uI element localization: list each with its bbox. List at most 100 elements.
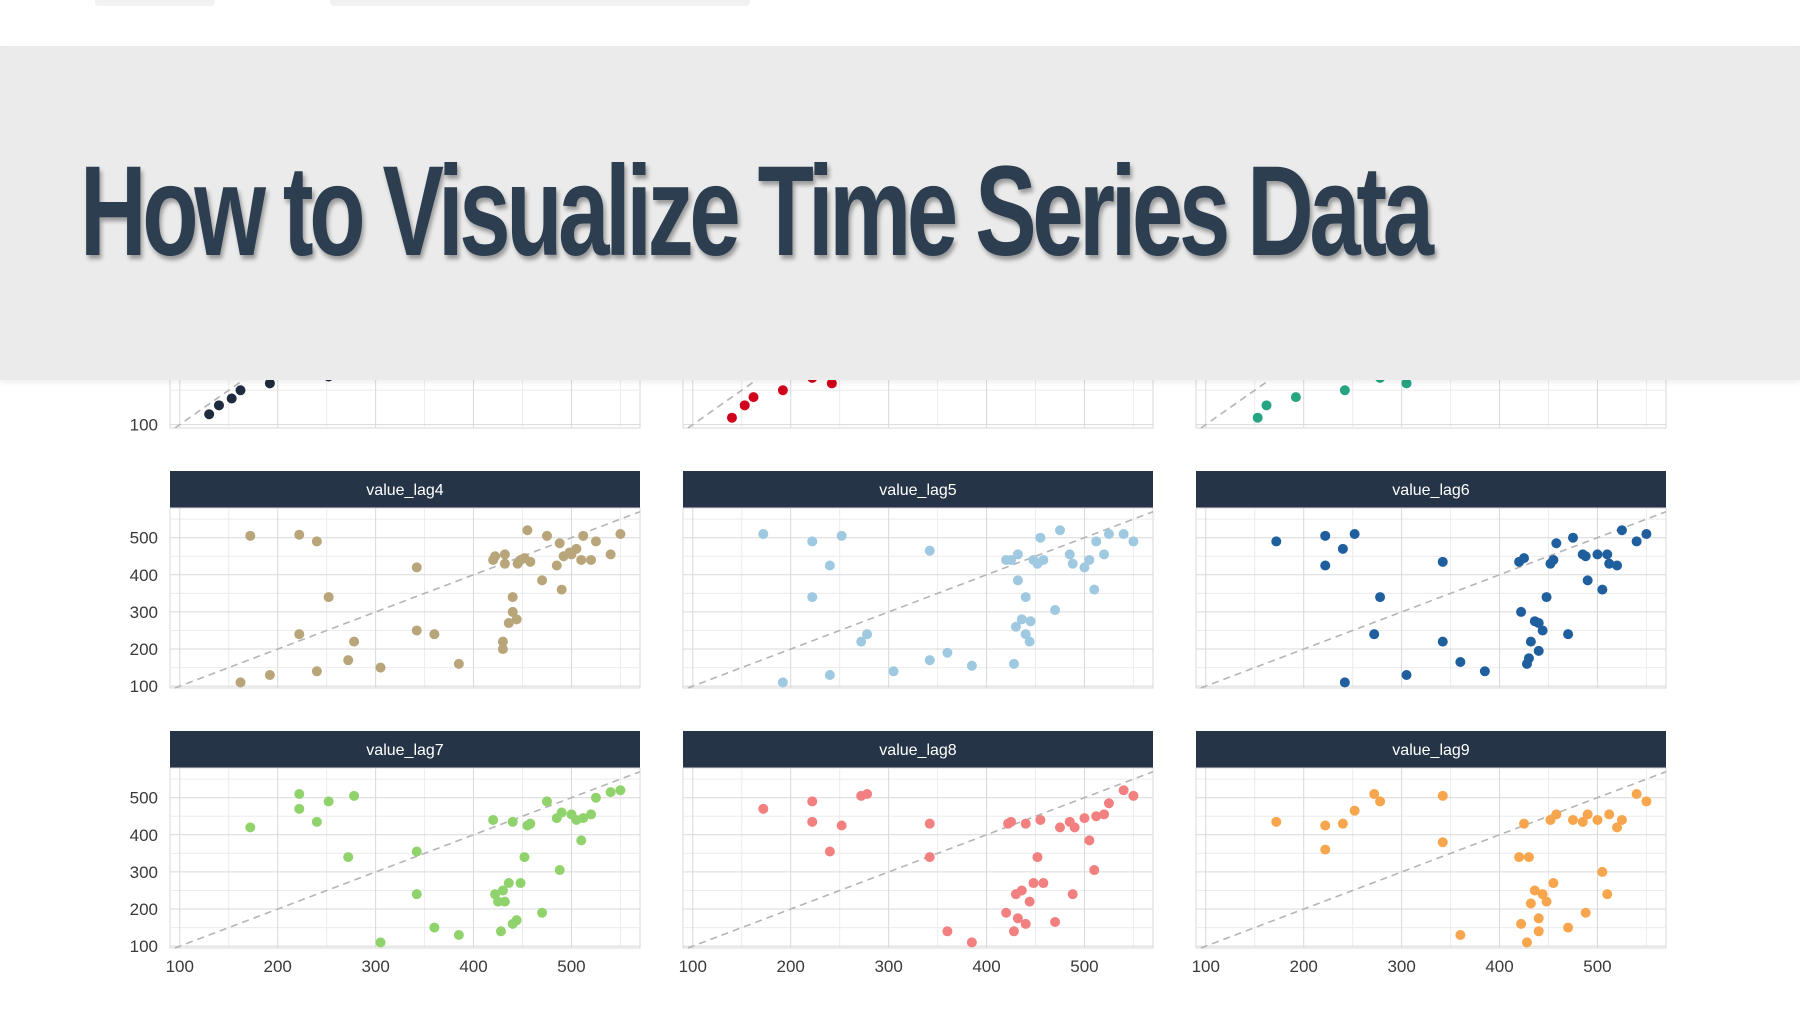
data-point (495, 926, 506, 937)
data-point (503, 618, 514, 629)
data-point (1616, 814, 1627, 825)
data-point (264, 670, 275, 681)
data-point (1516, 606, 1527, 617)
data-point (824, 846, 835, 857)
data-point (1533, 913, 1544, 924)
x-tick-label: 300 (874, 957, 902, 976)
data-point (777, 385, 788, 396)
data-point (564, 547, 575, 558)
data-point (1604, 558, 1615, 569)
data-point (1551, 538, 1562, 549)
data-point (1641, 528, 1652, 539)
data-point (1261, 400, 1272, 411)
data-point (343, 655, 354, 666)
data-point (1252, 412, 1263, 423)
cropped-header-area (0, 0, 1800, 46)
data-point (499, 896, 510, 907)
data-point (1437, 556, 1448, 567)
data-point (586, 809, 597, 820)
x-tick-label: 200 (1290, 957, 1318, 976)
data-point (888, 666, 899, 677)
data-point (1339, 385, 1350, 396)
data-point (1050, 605, 1061, 616)
data-point (1592, 549, 1603, 560)
data-point (499, 549, 510, 560)
plot-panel (682, 767, 1154, 949)
data-point (245, 530, 256, 541)
data-point (204, 409, 215, 420)
data-point (1089, 584, 1100, 595)
data-point (1375, 796, 1386, 807)
data-point (515, 878, 526, 889)
title-banner: How to Visualize Time Series Data (0, 46, 1800, 380)
y-tick-label: 500 (130, 789, 158, 808)
data-point (924, 655, 935, 666)
data-point (1580, 551, 1591, 562)
data-point (1455, 657, 1466, 668)
data-point (511, 915, 522, 926)
data-point (1563, 629, 1574, 640)
data-point (541, 530, 552, 541)
data-point (323, 796, 334, 807)
data-point (1337, 543, 1348, 554)
cropped-text-fragment (330, 0, 750, 6)
data-point (497, 636, 508, 647)
data-point (519, 852, 530, 863)
y-tick-label: 300 (130, 603, 158, 622)
data-point (1401, 378, 1412, 389)
data-point (1091, 811, 1102, 822)
data-point (1529, 885, 1540, 896)
data-point (807, 796, 818, 807)
data-point (499, 558, 510, 569)
data-point (1006, 554, 1017, 565)
data-point (1455, 930, 1466, 941)
facet-strip (170, 471, 640, 508)
data-point (924, 852, 935, 863)
data-point (758, 528, 769, 539)
data-point (1271, 536, 1282, 547)
facet-label: value_lag5 (879, 482, 957, 499)
data-point (554, 865, 565, 876)
data-point (537, 575, 548, 586)
data-point (578, 530, 589, 541)
facet-strip (1196, 731, 1666, 768)
data-point (1320, 820, 1331, 831)
data-point (605, 549, 616, 560)
data-point (826, 378, 837, 389)
x-tick-label: 100 (679, 957, 707, 976)
data-point (590, 536, 601, 547)
data-point (554, 538, 565, 549)
data-point (1024, 896, 1035, 907)
data-point (556, 807, 567, 818)
data-point (1537, 889, 1548, 900)
data-point (1631, 536, 1642, 547)
data-point (294, 803, 305, 814)
data-point (1320, 530, 1331, 541)
data-point (1118, 785, 1129, 796)
y-tick-label: 200 (130, 640, 158, 659)
data-point (1525, 898, 1536, 909)
data-point (1099, 809, 1110, 820)
data-point (615, 528, 626, 539)
data-point (1551, 809, 1562, 820)
data-point (1519, 553, 1530, 564)
data-point (1025, 616, 1036, 627)
data-point (429, 629, 440, 640)
data-point (1008, 658, 1019, 669)
data-point (807, 536, 818, 547)
data-point (1079, 562, 1090, 573)
data-point (294, 629, 305, 640)
data-point (1091, 536, 1102, 547)
data-point (1339, 677, 1350, 688)
data-point (1401, 670, 1412, 681)
data-point (1521, 937, 1532, 948)
data-point (1612, 822, 1623, 833)
facet-label: value_lag6 (1392, 482, 1470, 499)
data-point (576, 554, 587, 565)
data-point (1548, 878, 1559, 889)
data-point (1567, 814, 1578, 825)
y-tick-label: 100 (130, 937, 158, 956)
data-point (411, 562, 422, 573)
y-tick-label: 400 (130, 566, 158, 585)
data-point (1375, 592, 1386, 603)
